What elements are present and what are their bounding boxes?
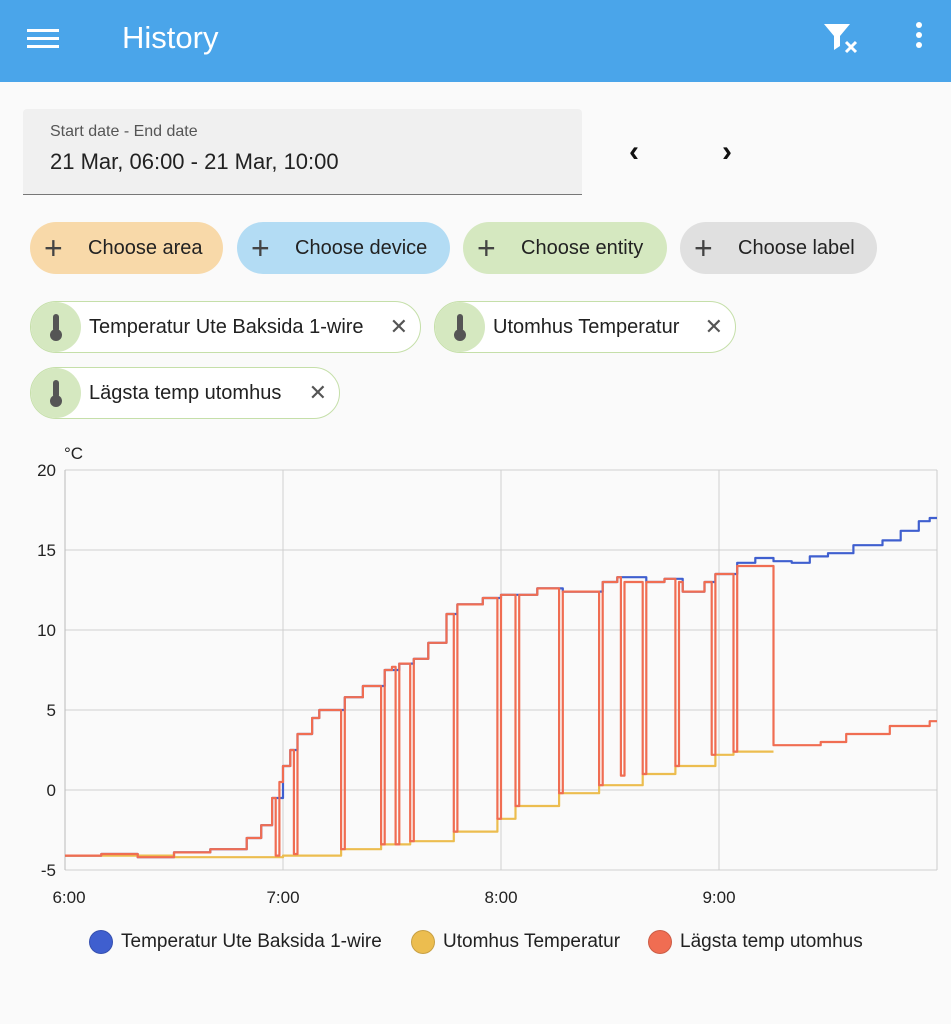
next-period-button[interactable]: › [722, 135, 732, 168]
remove-entity-icon[interactable]: ✕ [389, 314, 408, 339]
legend-item[interactable]: Temperatur Ute Baksida 1-wire [89, 928, 382, 956]
chip-label: Choose device [295, 237, 428, 259]
app-header: History [0, 0, 951, 82]
entity-chip[interactable]: Lägsta temp utomhus ✕ [30, 367, 340, 419]
thermometer-icon [31, 368, 81, 418]
y-tick-label: -5 [41, 861, 56, 880]
entity-chip[interactable]: Temperatur Ute Baksida 1-wire ✕ [30, 301, 421, 353]
legend-item[interactable]: Lägsta temp utomhus [648, 928, 863, 956]
entity-chip-label: Utomhus Temperatur [493, 316, 680, 338]
legend-swatch [648, 929, 672, 954]
legend-swatch [89, 929, 113, 954]
entity-chip-label: Temperatur Ute Baksida 1-wire [89, 316, 364, 338]
y-tick-label: 15 [37, 541, 56, 560]
x-tick-label: 8:00 [484, 888, 517, 907]
date-range-picker[interactable]: Start date - End date 21 Mar, 06:00 - 21… [23, 109, 582, 195]
history-chart[interactable]: °C 20 15 10 5 0 -5 6:00 7:00 8:00 9:00 [0, 440, 951, 910]
entity-chip-label: Lägsta temp utomhus [89, 382, 282, 404]
y-tick-label: 0 [47, 781, 56, 800]
legend-label: Lägsta temp utomhus [680, 931, 863, 952]
entity-chip[interactable]: Utomhus Temperatur ✕ [434, 301, 736, 353]
chip-label: Choose entity [521, 237, 644, 259]
date-range-value: 21 Mar, 06:00 - 21 Mar, 10:00 [50, 149, 339, 174]
choose-entity-button[interactable]: + Choose entity [463, 222, 667, 274]
choose-label-button[interactable]: + Choose label [680, 222, 877, 274]
series-line-utomhus-temperatur [65, 750, 774, 859]
page-title: History [122, 20, 219, 55]
filter-remove-icon[interactable] [822, 20, 862, 56]
legend-swatch [411, 929, 435, 954]
plus-icon: + [251, 230, 270, 266]
y-tick-label: 20 [37, 461, 56, 480]
choose-device-button[interactable]: + Choose device [237, 222, 450, 274]
plus-icon: + [694, 230, 713, 266]
x-tick-label: 9:00 [702, 888, 735, 907]
legend-label: Utomhus Temperatur [443, 931, 621, 952]
y-axis-unit: °C [64, 444, 83, 463]
y-tick-label: 5 [47, 701, 56, 720]
previous-period-button[interactable]: ‹ [629, 135, 639, 168]
series-line-l-gsta-temp-utomhus [65, 564, 937, 859]
plus-icon: + [44, 230, 63, 266]
thermometer-icon [435, 302, 485, 352]
x-tick-label: 6:00 [52, 888, 85, 907]
hamburger-menu-icon[interactable] [27, 24, 59, 54]
more-options-icon[interactable] [910, 22, 928, 52]
legend-item[interactable]: Utomhus Temperatur [411, 928, 620, 956]
legend-label: Temperatur Ute Baksida 1-wire [121, 931, 382, 952]
choose-area-button[interactable]: + Choose area [30, 222, 223, 274]
remove-entity-icon[interactable]: ✕ [308, 380, 327, 405]
chip-label: Choose label [738, 237, 855, 259]
thermometer-icon [31, 302, 81, 352]
x-tick-label: 7:00 [266, 888, 299, 907]
remove-entity-icon[interactable]: ✕ [704, 314, 723, 339]
chip-label: Choose area [88, 237, 203, 259]
date-range-label: Start date - End date [50, 123, 198, 140]
y-tick-label: 10 [37, 621, 56, 640]
plus-icon: + [477, 230, 496, 266]
